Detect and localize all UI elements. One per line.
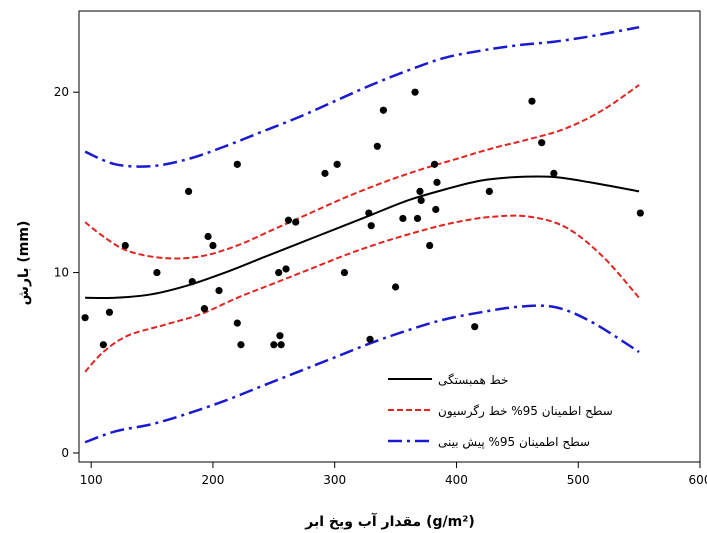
data-point <box>411 88 419 96</box>
data-point <box>204 232 212 241</box>
data-point <box>373 142 381 150</box>
series-line-dashed-2 <box>84 214 640 373</box>
series-line-solid-0 <box>85 175 640 300</box>
data-point <box>282 265 290 273</box>
data-point <box>365 209 373 217</box>
x-tick-label: 100 <box>80 473 103 487</box>
data-point <box>340 268 349 277</box>
data-point <box>81 314 89 322</box>
x-axis-title: مقدار آب ویخ ابر (g/m²) <box>304 512 475 530</box>
data-point <box>233 160 241 168</box>
data-point <box>99 341 107 349</box>
y-tick-label: 20 <box>54 85 69 99</box>
data-point <box>121 241 129 250</box>
data-point <box>433 178 441 186</box>
x-tick-label: 200 <box>201 473 224 487</box>
plot-frame <box>78 10 701 463</box>
data-point <box>276 332 284 340</box>
data-point <box>538 139 546 147</box>
data-point <box>550 169 558 177</box>
x-tick-label: 500 <box>567 473 590 487</box>
legend-label: خط همبستگی <box>438 373 508 387</box>
data-point <box>379 106 388 114</box>
data-point <box>416 187 424 195</box>
data-point <box>233 319 241 327</box>
data-point <box>209 241 217 250</box>
data-point <box>399 214 407 223</box>
y-axis: 0 10 20 <box>54 85 79 460</box>
data-point <box>366 335 374 343</box>
data-point <box>284 216 293 224</box>
data-point <box>367 222 375 230</box>
y-tick-label: 10 <box>54 266 69 280</box>
points-layer <box>81 88 644 349</box>
data-point <box>153 268 161 277</box>
data-point <box>426 241 434 250</box>
y-axis-title: بارش (mm) <box>16 221 32 306</box>
data-point <box>321 169 329 177</box>
legend: خط همبستگی سطح اطمینان 95% خط رگرسیون سطح … <box>388 373 613 450</box>
series-line-dashed-1 <box>84 84 640 260</box>
series-layer <box>84 25 640 444</box>
data-point <box>413 214 422 223</box>
data-point <box>188 278 196 286</box>
x-axis: 100 200 300 400 500 600 <box>80 462 707 487</box>
data-point <box>277 341 285 349</box>
series-line-dashdot-3 <box>84 25 640 168</box>
series-line-dashdot-4 <box>84 304 640 444</box>
data-point <box>333 160 341 168</box>
data-point <box>275 268 283 277</box>
data-point <box>200 305 209 313</box>
legend-label: سطح اطمینان 95% پیش بینی <box>438 435 590 450</box>
data-point <box>184 187 193 195</box>
data-point <box>417 196 425 205</box>
data-point <box>215 287 223 295</box>
data-point <box>432 205 440 214</box>
data-point <box>485 187 493 195</box>
data-point <box>270 341 278 349</box>
data-point <box>528 97 536 105</box>
data-point <box>636 209 644 217</box>
x-tick-label: 600 <box>689 473 707 487</box>
x-tick-label: 300 <box>323 473 346 487</box>
data-point <box>471 323 479 331</box>
y-tick-label: 0 <box>61 446 69 460</box>
data-point <box>430 160 439 168</box>
data-point <box>237 341 245 349</box>
data-point <box>391 283 400 291</box>
x-tick-label: 400 <box>445 473 468 487</box>
legend-label: سطح اطمینان 95% خط رگرسیون <box>438 404 613 419</box>
data-point <box>105 308 114 316</box>
data-point <box>292 218 300 226</box>
